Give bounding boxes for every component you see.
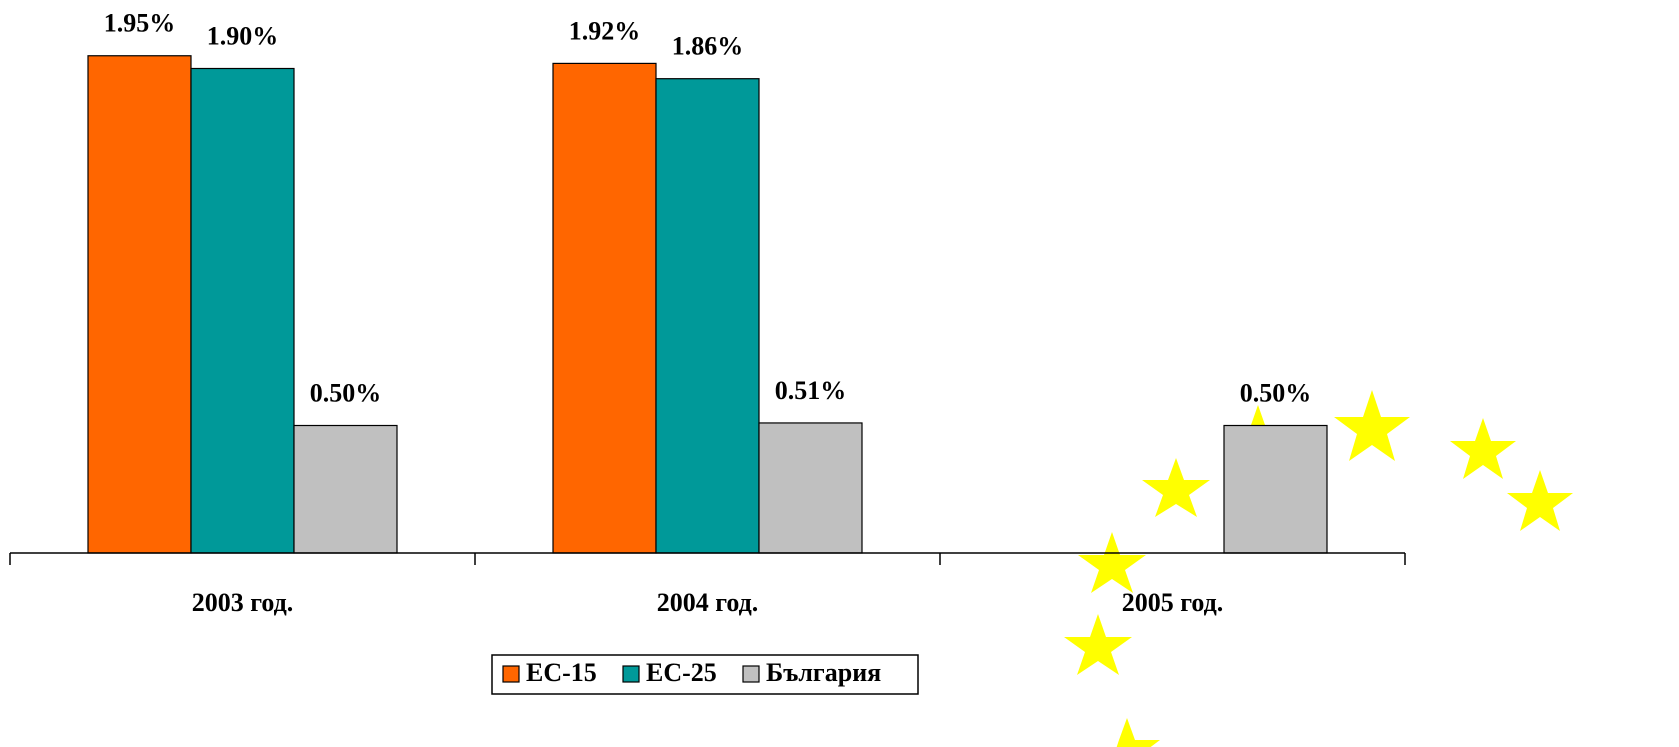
x-tick-label: 2003 год. (192, 588, 294, 617)
bar (190, 67, 295, 554)
bar (1223, 424, 1328, 554)
bar (87, 55, 192, 554)
star (1116, 718, 1160, 747)
data-label: 0.50% (1240, 378, 1312, 407)
bar (552, 62, 657, 554)
bar (758, 422, 863, 554)
legend-swatch (622, 665, 640, 683)
star (1450, 418, 1516, 479)
data-label: 1.95% (104, 9, 176, 38)
star (1064, 614, 1132, 675)
star (1142, 458, 1210, 517)
star (1078, 532, 1146, 593)
data-label: 0.50% (310, 378, 382, 407)
legend: ЕС-15 ЕС-25 България (502, 658, 881, 687)
data-label: 0.51% (775, 376, 847, 405)
axis-ticks (9, 553, 1406, 565)
x-tick-label: 2005 год. (1122, 588, 1224, 617)
legend-label: България (766, 658, 881, 687)
legend-label: ЕС-25 (646, 658, 717, 687)
bar (293, 424, 398, 554)
x-tick-label: 2004 год. (657, 588, 759, 617)
star (1334, 390, 1410, 461)
data-label: 1.86% (672, 32, 744, 61)
plot-area (87, 55, 1328, 554)
data-label: 1.92% (569, 16, 641, 45)
bar (655, 78, 760, 554)
data-label: 1.90% (207, 21, 279, 50)
star (1507, 470, 1573, 531)
legend-label: ЕС-15 (526, 658, 597, 687)
legend-swatch (502, 665, 520, 683)
legend-box (491, 654, 919, 695)
legend-swatch (742, 665, 760, 683)
